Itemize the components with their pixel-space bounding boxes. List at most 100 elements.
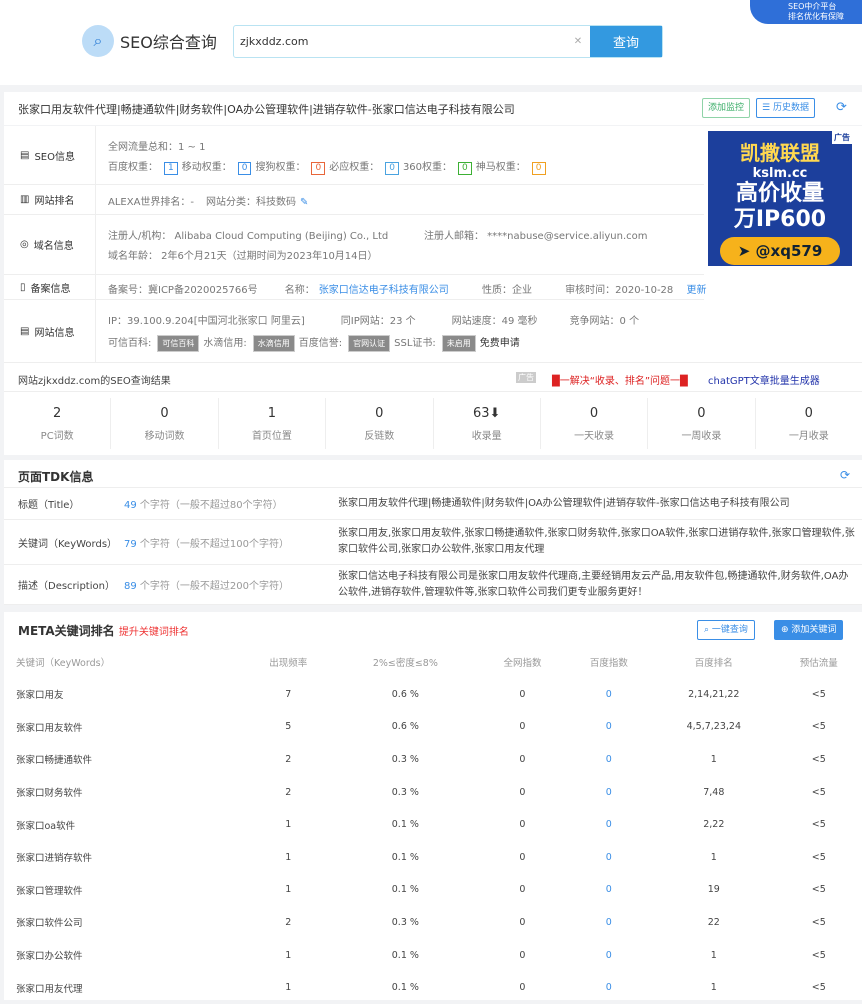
table-cell: 1 xyxy=(710,753,717,765)
stat-label: PC词数 xyxy=(40,431,74,442)
corner-line: SEO中介平台 xyxy=(788,2,837,11)
table-cell[interactable]: 0 xyxy=(605,721,612,733)
search-input[interactable] xyxy=(234,26,566,57)
one-click-query-button[interactable]: ⌕ 一键查询 xyxy=(697,620,755,640)
trust-badge[interactable]: 水滴信用 xyxy=(252,335,295,352)
stat-item[interactable]: 0 反链数 xyxy=(326,398,434,449)
trust-badge[interactable]: 未启用 xyxy=(441,335,476,352)
stat-item[interactable]: 1 首页位置 xyxy=(219,398,327,449)
seo-info-row: ▤ SEO信息 全网流量总和：1 ~ 1 百度权重： 1 移动权重： 0 搜狗权重： 0 必应… xyxy=(4,126,704,185)
table-cell[interactable]: 0 xyxy=(605,949,612,961)
tdk-content: 张家口用友,张家口用友软件,张家口畅捷通软件,张家口财务软件,张家口OA软件,张… xyxy=(338,528,855,555)
weight-label: 百度权重： xyxy=(108,162,158,173)
add-keyword-button[interactable]: ⊕ 添加关键词 xyxy=(774,620,844,640)
weight-badge[interactable]: 0 xyxy=(385,162,399,175)
icp-company-link[interactable]: 张家口信达电子科技有限公司 xyxy=(318,285,449,296)
stat-label: 反链数 xyxy=(364,431,395,442)
tdk-content: 张家口信达电子科技有限公司是张家口用友软件代理商,主要经销用友云产品,用友软件包… xyxy=(338,570,849,598)
table-cell: <5 xyxy=(811,916,826,928)
improve-ranking-link[interactable]: 提升关键词排名 xyxy=(118,627,189,638)
weight-badge[interactable]: 0 xyxy=(311,162,326,175)
table-cell[interactable]: 0 xyxy=(605,851,612,863)
table-cell: 0.1 % xyxy=(391,851,419,863)
stat-item[interactable]: 2 PC词数 xyxy=(4,398,112,449)
table-cell: 1 xyxy=(285,819,292,831)
tdk-content: 张家口用友软件代理|畅捷通软件|财务软件|OA办公管理软件|进销存软件-张家口信… xyxy=(338,497,790,509)
table-cell[interactable]: 0 xyxy=(605,688,612,700)
refresh-icon[interactable]: ⟳ xyxy=(836,100,847,115)
tdk-label: 标题（Title） xyxy=(18,500,80,511)
site-info-row: ▤ 网站信息 IP：39.100.9.204[中国河北张家口 阿里云] 同IP网站：… xyxy=(4,300,704,362)
icp-number: 备案号：冀ICP备2020025766号 xyxy=(108,285,258,296)
stats-bar: 2 PC词数 0 移动词数 1 首页位置 0 反链数 63⬇ 收录量 0 一天收录 0 一周收录 0 一月收录 xyxy=(4,392,862,455)
table-cell: 0.1 % xyxy=(391,819,419,831)
icp-type: 性质：企业 xyxy=(481,285,532,296)
weight-badge[interactable]: 0 xyxy=(237,162,252,175)
table-row: 张家口oa软件 1 0.1 % 0 0 2,22 <5 xyxy=(4,808,862,841)
table-row: 张家口用友代理 1 0.1 % 0 0 1 <5 xyxy=(4,971,862,1004)
stat-item[interactable]: 0 一月收录 xyxy=(756,398,862,449)
table-cell[interactable]: 0 xyxy=(605,753,612,765)
tdk-title: 页面TDK信息 xyxy=(18,470,94,484)
stat-value: 1 xyxy=(267,406,277,421)
weight-badge[interactable]: 0 xyxy=(458,162,472,175)
site-title-bar: 张家口用友软件代理|畅捷通软件|财务软件|OA办公管理软件|进销存软件-张家口信… xyxy=(4,92,862,125)
logo[interactable]: ⌕ SEO综合查询 xyxy=(82,25,217,57)
promo-link[interactable]: █一解决“收录、排名”问题一█ xyxy=(552,376,688,387)
weight-badge[interactable]: 1 xyxy=(164,162,178,175)
table-cell: 1 xyxy=(285,982,292,994)
trust-badge[interactable]: 官网认证 xyxy=(348,335,391,352)
site-title: 张家口用友软件代理|畅捷通软件|财务软件|OA办公管理软件|进销存软件-张家口信… xyxy=(18,102,515,116)
trust-label: SSL证书: xyxy=(394,338,436,349)
table-row: 张家口畅捷通软件 2 0.3 % 0 0 1 <5 xyxy=(4,743,862,776)
table-row: 张家口管理软件 1 0.1 % 0 0 19 <5 xyxy=(4,874,862,907)
table-cell[interactable]: 0 xyxy=(605,916,612,928)
stat-item[interactable]: 0 移动词数 xyxy=(111,398,219,449)
table-cell: <5 xyxy=(811,819,826,831)
logo-text: SEO综合查询 xyxy=(120,33,217,52)
table-cell[interactable]: 0 xyxy=(605,786,612,798)
table-cell: 张家口用友代理 xyxy=(16,983,83,995)
weight-label: 360权重： xyxy=(402,162,453,173)
search-button[interactable]: 查询 xyxy=(590,26,662,57)
table-cell: 1 xyxy=(710,949,717,961)
table-cell[interactable]: 0 xyxy=(605,819,612,831)
clear-icon[interactable]: ✕ xyxy=(573,36,583,47)
add-monitor-button[interactable]: 添加监控 xyxy=(702,98,751,118)
weight-badge[interactable]: 0 xyxy=(531,162,546,175)
free-apply-link[interactable]: 免费申请 xyxy=(479,338,520,349)
table-cell: 0.3 % xyxy=(391,753,419,765)
refresh-icon[interactable]: ⟳ xyxy=(839,468,850,482)
tdk-label: 描述（Description） xyxy=(18,581,115,592)
history-data-button[interactable]: ☰ 历史数据 xyxy=(756,98,815,118)
registrant-email: 注册人邮箱： ****nabuse@service.aliyun.com xyxy=(424,231,648,242)
table-cell: 张家口用友软件 xyxy=(16,722,83,734)
weight-label: 必应权重： xyxy=(329,162,380,173)
chatgpt-link[interactable]: chatGPT文章批量生成器 xyxy=(708,376,820,387)
ad-banner[interactable]: 广告 凯撒联盟 kslm.cc 高价收量 万IP600 ➤ @xq579 xyxy=(708,131,852,266)
trust-badge[interactable]: 可信百科 xyxy=(157,335,200,352)
trust-label: 百度信誉: xyxy=(298,338,343,349)
table-cell: 0.1 % xyxy=(391,982,419,994)
table-cell[interactable]: 0 xyxy=(605,982,612,994)
icp-update-link[interactable]: 更新 xyxy=(686,285,707,296)
stat-item[interactable]: 63⬇ 收录量 xyxy=(434,398,541,449)
table-cell: 0 xyxy=(519,916,526,928)
table-cell: 22 xyxy=(707,916,720,928)
seo-platform-badge[interactable]: SEO中介平台 排名优化有保障 xyxy=(750,0,862,24)
ad-line: 万IP600 xyxy=(733,207,827,232)
tdk-row: 描述（Description） 89 个字符（一般不超过200个字符） 张家口信达电… xyxy=(4,565,862,605)
column-header: 百度排名 xyxy=(694,657,733,669)
stat-item[interactable]: 0 一周收录 xyxy=(648,398,756,449)
edit-icon[interactable]: ✎ xyxy=(300,197,309,208)
table-cell[interactable]: 0 xyxy=(605,884,612,896)
stat-item[interactable]: 0 一天收录 xyxy=(541,398,649,449)
table-cell: 张家口进销存软件 xyxy=(16,853,93,865)
table-cell: 1 xyxy=(285,851,292,863)
column-header: 出现频率 xyxy=(269,657,308,669)
column-header: 关键词（KeyWords） xyxy=(16,657,111,669)
stat-label: 移动词数 xyxy=(144,431,185,442)
tdk-label: 关键词（KeyWords） xyxy=(18,538,118,550)
table-cell: 2,22 xyxy=(703,819,725,831)
